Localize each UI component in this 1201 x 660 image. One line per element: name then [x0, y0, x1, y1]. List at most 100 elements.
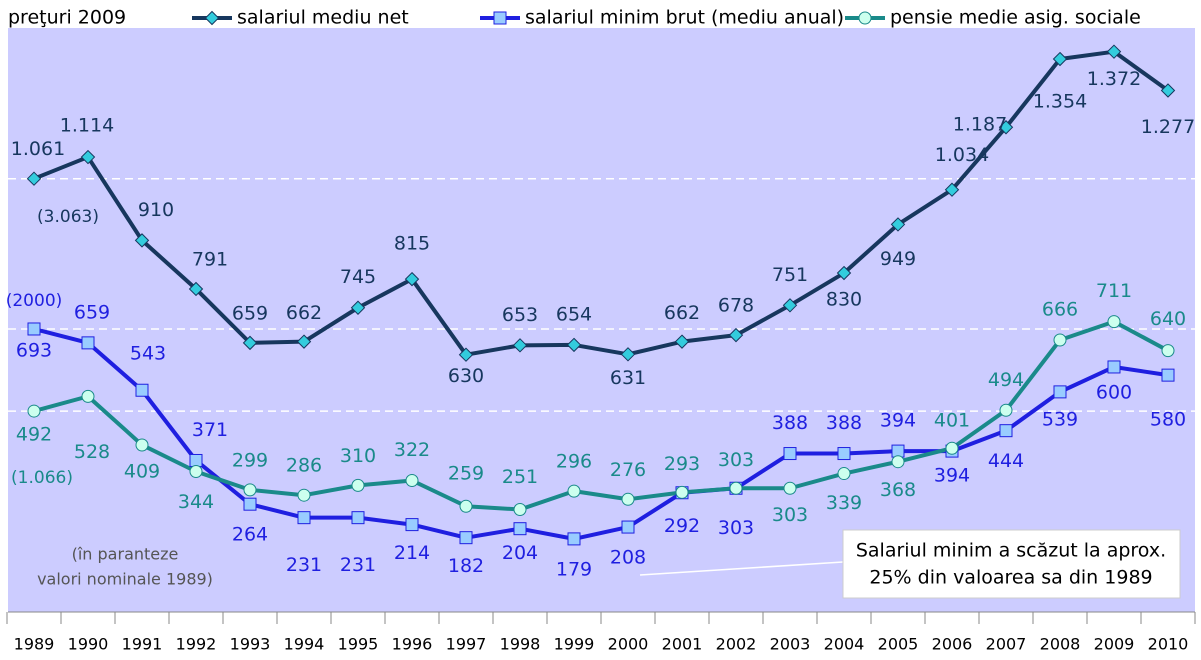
marker — [782, 298, 798, 313]
marker — [242, 335, 258, 351]
marker — [204, 10, 220, 26]
marker — [620, 347, 636, 362]
marker — [135, 383, 149, 397]
marker — [134, 233, 150, 248]
data-label: 631 — [610, 367, 646, 389]
data-label: 1.061 — [11, 138, 65, 160]
data-label: 653 — [502, 304, 538, 326]
marker — [783, 447, 797, 461]
x-tick-label: 1991 — [122, 635, 163, 654]
data-label: 640 — [1150, 308, 1186, 330]
data-label: 388 — [826, 412, 862, 434]
data-label: 751 — [772, 264, 808, 286]
marker — [837, 447, 851, 461]
marker — [404, 271, 420, 287]
data-label: 1.277 — [1141, 116, 1195, 138]
data-label: 815 — [394, 233, 430, 255]
x-tick-label: 1995 — [338, 635, 379, 654]
marker — [1107, 315, 1121, 329]
data-label: 630 — [448, 365, 484, 387]
data-label: 179 — [556, 558, 592, 580]
annotation: valori nominale 1989) — [37, 570, 213, 589]
x-tick-label: 1999 — [554, 635, 595, 654]
data-label: 1.034 — [935, 144, 989, 166]
marker — [999, 424, 1013, 438]
data-label: 830 — [826, 289, 862, 311]
marker — [351, 511, 365, 525]
series-line — [33, 319, 1169, 512]
marker — [189, 465, 203, 479]
data-label: 666 — [1042, 299, 1078, 321]
data-label: 678 — [718, 295, 754, 317]
data-label: 659 — [74, 301, 110, 323]
data-label: 409 — [124, 460, 160, 482]
marker — [81, 336, 95, 350]
subtitle: preţuri 2009 — [8, 7, 126, 29]
data-label: 276 — [610, 459, 646, 481]
marker — [459, 499, 473, 513]
data-label: 394 — [880, 410, 916, 432]
marker — [459, 531, 473, 545]
data-label: 303 — [772, 504, 808, 526]
data-label: 1.372 — [1087, 68, 1141, 90]
annotation: Salariul minim a scăzut la aprox. — [856, 540, 1166, 562]
x-tick-label: 2002 — [716, 635, 757, 654]
data-label: 662 — [286, 302, 322, 324]
marker — [80, 149, 96, 165]
data-label: 322 — [394, 439, 430, 461]
marker — [566, 337, 582, 353]
data-label: 303 — [718, 517, 754, 539]
data-label: 1.114 — [60, 115, 114, 137]
x-tick-label: 1994 — [284, 635, 325, 654]
marker — [405, 518, 419, 532]
x-tick-label: 1993 — [230, 635, 271, 654]
data-label: 231 — [340, 554, 376, 576]
data-label: 388 — [772, 412, 808, 434]
data-label: 654 — [556, 303, 592, 325]
marker — [674, 334, 690, 349]
marker — [858, 11, 872, 25]
x-tick-label: 2009 — [1094, 635, 1135, 654]
data-label: 401 — [934, 410, 970, 432]
data-label: 693 — [16, 339, 52, 361]
marker — [890, 217, 906, 232]
marker — [350, 300, 366, 315]
annotation: (3.063) — [37, 207, 99, 227]
data-label: 659 — [232, 302, 268, 324]
data-label: 910 — [138, 199, 174, 221]
marker — [567, 484, 581, 498]
x-tick-label: 2010 — [1148, 635, 1189, 654]
marker — [493, 11, 507, 25]
marker — [1161, 368, 1175, 382]
marker — [26, 171, 42, 186]
marker — [297, 488, 311, 502]
series-line — [33, 49, 1170, 357]
data-label: 264 — [232, 524, 268, 546]
x-tick-label: 1998 — [500, 635, 541, 654]
legend-label: salariul mediu net — [237, 7, 409, 29]
marker — [243, 483, 257, 497]
marker — [1160, 83, 1176, 98]
data-label: 580 — [1150, 409, 1186, 431]
data-label: 444 — [988, 450, 1024, 472]
marker — [783, 481, 797, 495]
marker — [351, 478, 365, 492]
data-label: 344 — [178, 491, 214, 513]
marker — [513, 502, 527, 516]
x-tick-label: 2003 — [770, 635, 811, 654]
data-label: 492 — [16, 424, 52, 446]
annotation: (1.066) — [11, 468, 73, 488]
data-label: 711 — [1096, 280, 1132, 302]
x-tick-label: 1996 — [392, 635, 433, 654]
data-label: 286 — [286, 455, 322, 477]
marker — [998, 120, 1014, 135]
marker — [836, 265, 852, 281]
marker — [891, 455, 905, 469]
data-label: 949 — [880, 248, 916, 270]
marker — [837, 467, 851, 481]
data-label: 292 — [664, 515, 700, 537]
marker — [296, 334, 312, 349]
data-label: 662 — [664, 302, 700, 324]
data-label: 1.354 — [1033, 91, 1087, 113]
